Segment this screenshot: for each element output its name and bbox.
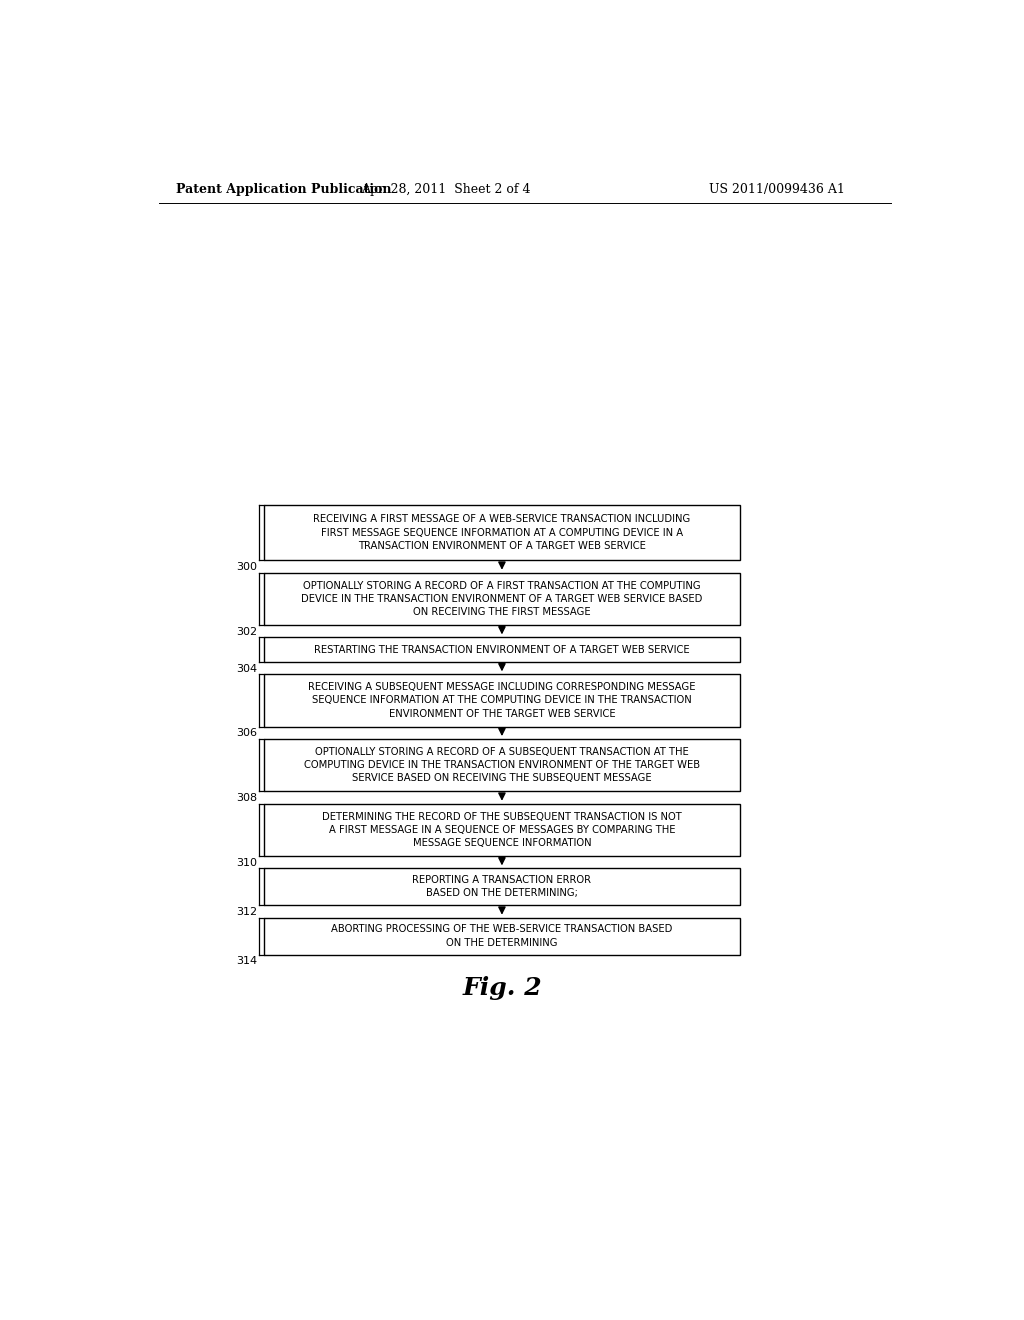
Text: DETERMINING THE RECORD OF THE SUBSEQUENT TRANSACTION IS NOT
A FIRST MESSAGE IN A: DETERMINING THE RECORD OF THE SUBSEQUENT… (323, 812, 682, 847)
Text: 310: 310 (237, 858, 257, 867)
Bar (263, 506, 740, 561)
Text: Fig. 2: Fig. 2 (462, 977, 542, 1001)
Bar (263, 573, 740, 626)
Bar (263, 638, 740, 663)
Text: 312: 312 (237, 907, 257, 917)
Text: RECEIVING A FIRST MESSAGE OF A WEB-SERVICE TRANSACTION INCLUDING
FIRST MESSAGE S: RECEIVING A FIRST MESSAGE OF A WEB-SERVI… (313, 515, 690, 550)
Text: RESTARTING THE TRANSACTION ENVIRONMENT OF A TARGET WEB SERVICE: RESTARTING THE TRANSACTION ENVIRONMENT O… (314, 644, 690, 655)
Text: 300: 300 (237, 562, 257, 572)
Bar (263, 804, 740, 857)
Text: 302: 302 (237, 627, 257, 636)
Text: ABORTING PROCESSING OF THE WEB-SERVICE TRANSACTION BASED
ON THE DETERMINING: ABORTING PROCESSING OF THE WEB-SERVICE T… (331, 924, 673, 948)
Text: Apr. 28, 2011  Sheet 2 of 4: Apr. 28, 2011 Sheet 2 of 4 (361, 182, 530, 195)
Bar (263, 739, 740, 792)
Text: 304: 304 (237, 664, 257, 673)
Text: US 2011/0099436 A1: US 2011/0099436 A1 (710, 182, 845, 195)
Text: 306: 306 (237, 729, 257, 738)
Text: OPTIONALLY STORING A RECORD OF A SUBSEQUENT TRANSACTION AT THE
COMPUTING DEVICE : OPTIONALLY STORING A RECORD OF A SUBSEQU… (304, 747, 700, 783)
Text: Patent Application Publication: Patent Application Publication (176, 182, 391, 195)
Bar (263, 917, 740, 954)
Text: REPORTING A TRANSACTION ERROR
BASED ON THE DETERMINING;: REPORTING A TRANSACTION ERROR BASED ON T… (413, 875, 592, 899)
Text: OPTIONALLY STORING A RECORD OF A FIRST TRANSACTION AT THE COMPUTING
DEVICE IN TH: OPTIONALLY STORING A RECORD OF A FIRST T… (301, 581, 702, 616)
Bar (263, 869, 740, 906)
Text: 314: 314 (237, 956, 257, 966)
Text: 308: 308 (237, 793, 257, 803)
Bar (263, 675, 740, 726)
Text: RECEIVING A SUBSEQUENT MESSAGE INCLUDING CORRESPONDING MESSAGE
SEQUENCE INFORMAT: RECEIVING A SUBSEQUENT MESSAGE INCLUDING… (308, 682, 695, 718)
